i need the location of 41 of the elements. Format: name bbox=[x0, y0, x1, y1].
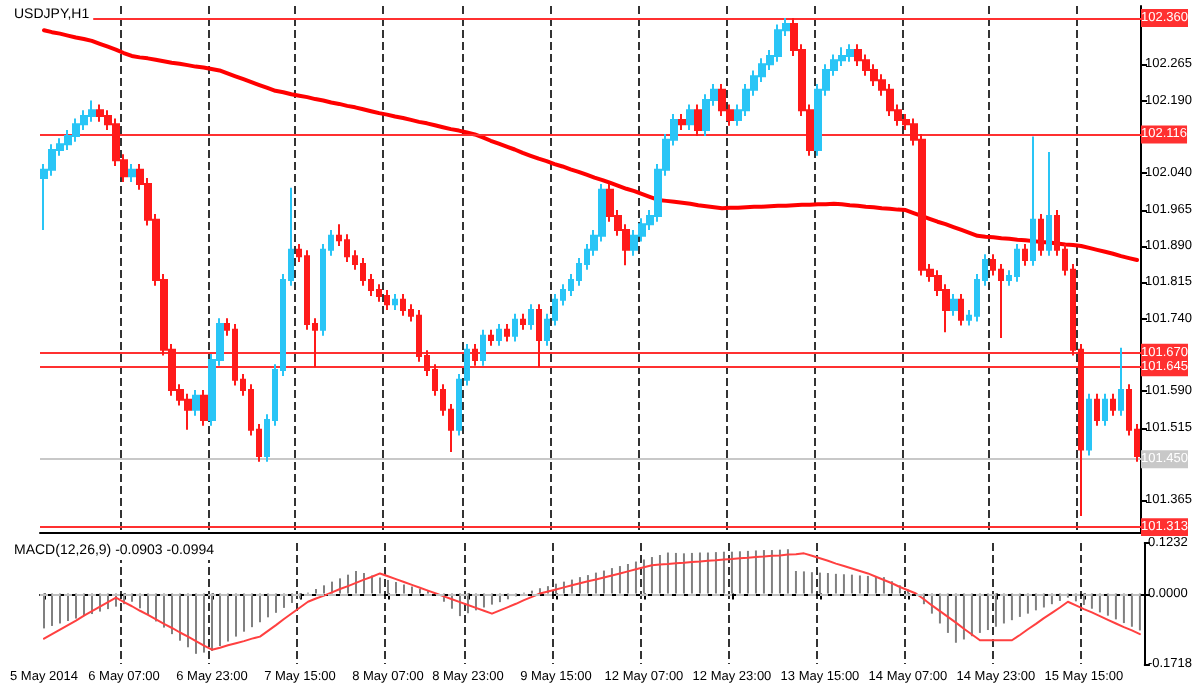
candlestick bbox=[838, 46, 846, 68]
candlestick bbox=[488, 328, 494, 347]
candlestick bbox=[1086, 392, 1092, 457]
candlestick bbox=[536, 303, 542, 369]
candlestick bbox=[678, 113, 686, 132]
candlestick bbox=[958, 292, 964, 327]
candlestick bbox=[384, 289, 390, 311]
candlestick bbox=[854, 43, 862, 68]
candlestick bbox=[96, 103, 104, 123]
candlestick bbox=[472, 342, 478, 367]
candlestick bbox=[950, 292, 958, 317]
candlestick bbox=[520, 312, 526, 331]
candlestick bbox=[1110, 392, 1116, 417]
candlestick bbox=[686, 103, 694, 132]
candlestick bbox=[504, 323, 510, 343]
candlestick bbox=[846, 43, 854, 63]
candlestick bbox=[1094, 392, 1100, 427]
candlestick bbox=[128, 163, 136, 183]
candlestick bbox=[72, 117, 80, 143]
candlestick bbox=[1118, 346, 1124, 417]
line-series bbox=[41, 28, 1140, 263]
candlestick bbox=[400, 292, 406, 317]
candlestick bbox=[496, 323, 502, 347]
candlestick bbox=[1030, 135, 1036, 267]
candlestick bbox=[694, 103, 702, 137]
candlestick bbox=[1038, 212, 1044, 257]
candlestick bbox=[200, 388, 208, 427]
candlestick bbox=[392, 292, 398, 311]
candlestick bbox=[512, 312, 518, 343]
candlestick bbox=[998, 262, 1004, 340]
candlestick bbox=[88, 99, 96, 123]
candlestick bbox=[1022, 243, 1028, 267]
candlestick bbox=[1046, 150, 1052, 257]
candlestick bbox=[718, 83, 726, 118]
candlestick bbox=[480, 328, 486, 367]
candlestick bbox=[1102, 392, 1108, 427]
candlestick bbox=[1014, 243, 1020, 283]
candlestick bbox=[192, 388, 200, 417]
candlestick bbox=[774, 23, 782, 63]
candlestick bbox=[528, 303, 534, 331]
candlestick bbox=[184, 392, 192, 431]
